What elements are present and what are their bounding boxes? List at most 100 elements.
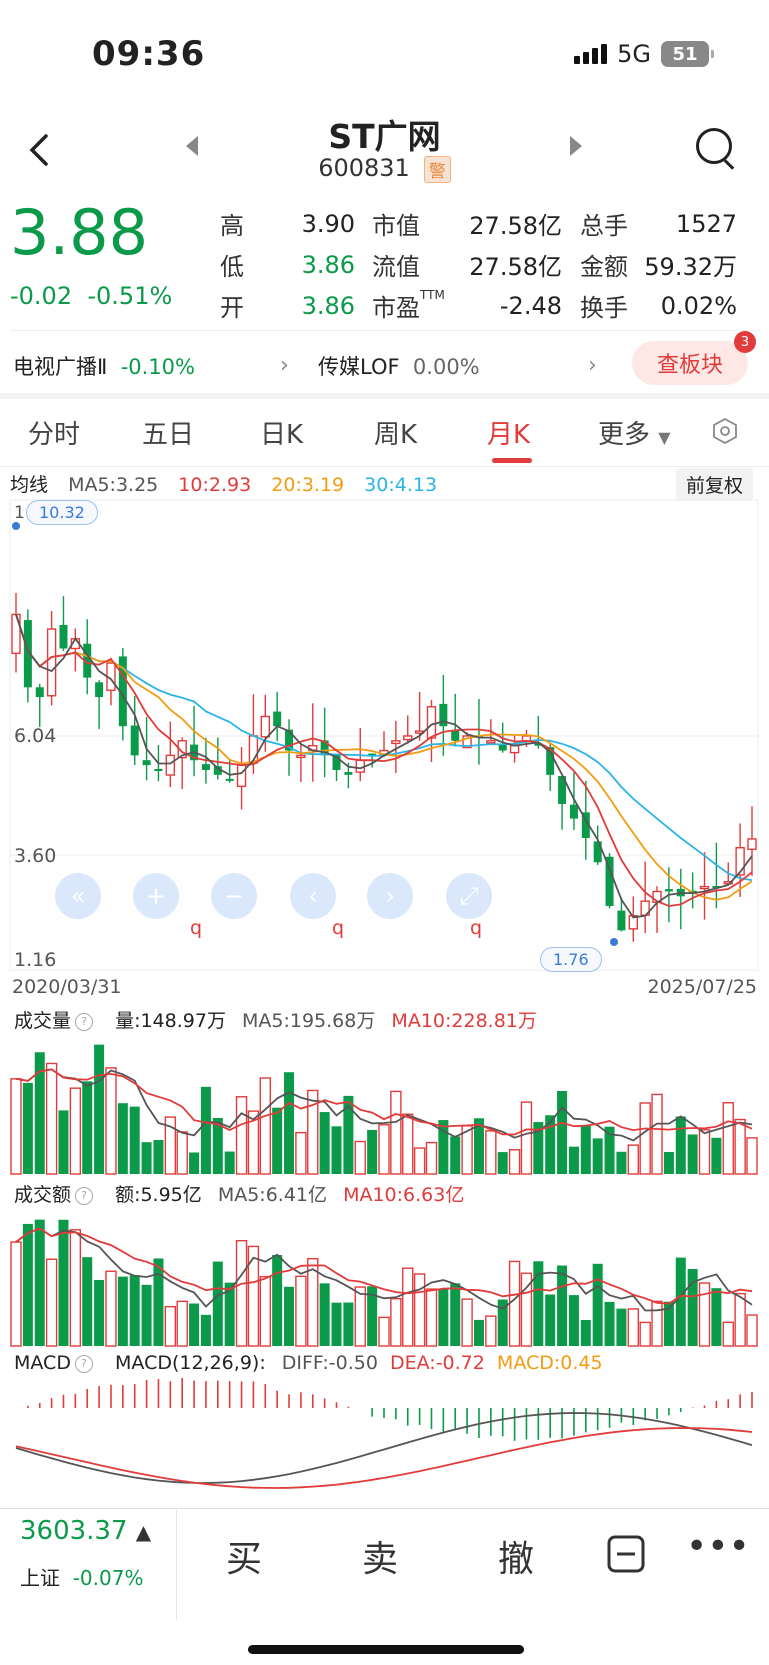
high-point-marker: [12, 522, 20, 530]
help-icon[interactable]: ?: [74, 1354, 93, 1373]
bar: [402, 1113, 414, 1175]
quote-row-low: 低 3.86 流值 27.58亿 金额 59.32万: [220, 244, 765, 285]
date-start: 2020/03/31: [12, 976, 122, 998]
bar: [711, 1288, 722, 1346]
kline-chart[interactable]: 1 6.04 3.60 1.16 q q q: [0, 496, 769, 974]
bar: [224, 1151, 235, 1174]
page-title: ST广网: [328, 117, 441, 156]
index-value[interactable]: 3603.37 ▲: [20, 1516, 151, 1546]
sector-lof[interactable]: 传媒LOF 0.00%: [318, 351, 480, 381]
bar: [402, 1267, 414, 1347]
volume-value: 量:148.97万: [115, 1010, 226, 1032]
bar: [58, 1219, 69, 1346]
bar: [153, 1139, 164, 1174]
candle-body: [498, 744, 507, 751]
stock-code: 600831: [318, 154, 410, 182]
value-open: 3.86: [301, 291, 355, 320]
buy-button[interactable]: 买: [226, 1539, 263, 1580]
bar: [354, 1140, 366, 1175]
candle-body: [23, 620, 32, 688]
candle-body: [534, 743, 543, 746]
label-amount: 金额: [580, 253, 628, 281]
candle-body: [617, 910, 626, 931]
candle-body: [593, 841, 602, 863]
value-float-cap: 27.58亿: [469, 253, 562, 281]
search-icon[interactable]: [696, 128, 732, 164]
candle-body: [332, 754, 341, 770]
view-plates-button[interactable]: 查板块: [632, 341, 748, 385]
label-float-cap: 流值: [372, 253, 420, 281]
bar: [545, 1115, 556, 1174]
scroll-left-icon[interactable]: ‹: [290, 873, 336, 919]
tab-five-day[interactable]: 五日: [142, 420, 195, 450]
value-amount: 59.32万: [644, 253, 737, 281]
dea-line: [15, 1427, 753, 1489]
fullscreen-icon[interactable]: ⤢: [446, 873, 492, 919]
label-pe-text: 市盈: [372, 294, 420, 322]
bar: [343, 1302, 354, 1346]
chart-settings-icon[interactable]: [712, 418, 738, 444]
bar: [284, 1072, 295, 1174]
bar: [687, 1268, 698, 1346]
help-icon[interactable]: ?: [75, 1012, 94, 1031]
candle-body: [735, 847, 745, 876]
help-icon[interactable]: ?: [75, 1186, 94, 1205]
tab-intraday[interactable]: 分时: [28, 420, 81, 450]
tab-daily-k[interactable]: 日K: [260, 420, 304, 450]
diff-line: [15, 1412, 753, 1484]
chevron-right-icon[interactable]: ›: [588, 353, 597, 378]
bar: [354, 1286, 366, 1347]
status-icons: 5G 51: [574, 40, 714, 68]
label-pe: 市盈TTM: [355, 288, 454, 323]
scroll-right-icon[interactable]: ›: [367, 873, 413, 919]
macd-hist: MACD:0.45: [496, 1352, 603, 1374]
bar: [378, 1316, 390, 1347]
sector-tv[interactable]: 电视广播Ⅱ -0.10%: [13, 351, 195, 381]
tab-weekly-k[interactable]: 周K: [374, 420, 418, 450]
next-stock-icon[interactable]: [570, 136, 582, 156]
bar: [746, 1137, 758, 1175]
event-marker: q: [332, 917, 344, 939]
value-pe: -2.48: [499, 291, 562, 320]
candle-body: [581, 812, 590, 838]
back-icon[interactable]: [26, 128, 50, 179]
candle-body: [628, 915, 638, 930]
zoom-out-icon[interactable]: −: [211, 873, 257, 919]
bar: [545, 1294, 556, 1346]
volume-ma10-line: [15, 1068, 753, 1136]
bar: [295, 1275, 307, 1347]
event-marker: q: [470, 917, 482, 939]
volume-chart: [10, 1044, 758, 1175]
prev-stock-icon[interactable]: [186, 136, 198, 156]
cancel-order-button[interactable]: 撤: [498, 1539, 535, 1580]
ma5-line: [15, 614, 753, 919]
y-tick-mid: 6.04: [14, 725, 56, 747]
collapse-icon[interactable]: [606, 1534, 646, 1574]
tab-more[interactable]: 更多 ▼: [598, 414, 671, 451]
sell-button[interactable]: 卖: [362, 1539, 399, 1580]
amount-ma5-line: [15, 1227, 753, 1312]
candle-body: [712, 885, 721, 888]
bar: [247, 1110, 260, 1175]
bar: [616, 1308, 627, 1346]
ma-label: 均线: [10, 474, 49, 496]
amount-ma5: MA5:6.41亿: [217, 1184, 328, 1206]
bar: [520, 1272, 533, 1347]
rewind-icon[interactable]: «: [55, 873, 101, 919]
tab-monthly-k[interactable]: 月K: [487, 420, 531, 450]
zoom-in-icon[interactable]: +: [133, 873, 179, 919]
bar: [117, 1276, 128, 1346]
quote-grid: 高 3.90 市值 27.58亿 总手 1527 低 3.86 流值 27.58…: [220, 203, 765, 326]
candle-body: [118, 656, 127, 727]
quote-row-open: 开 3.86 市盈TTM -2.48 换手 0.02%: [220, 285, 765, 326]
chevron-right-icon[interactable]: ›: [280, 353, 289, 378]
bar: [94, 1044, 105, 1174]
low-price-label: 1.76: [540, 947, 602, 972]
divider: [176, 1508, 177, 1620]
adjust-button[interactable]: 前复权: [676, 468, 754, 501]
more-icon[interactable]: •••: [686, 1526, 750, 1567]
bar: [557, 1265, 568, 1346]
bar: [141, 1284, 152, 1346]
price-change: -0.02 -0.51%: [10, 282, 172, 310]
label-total-volume: 总手: [580, 212, 628, 240]
